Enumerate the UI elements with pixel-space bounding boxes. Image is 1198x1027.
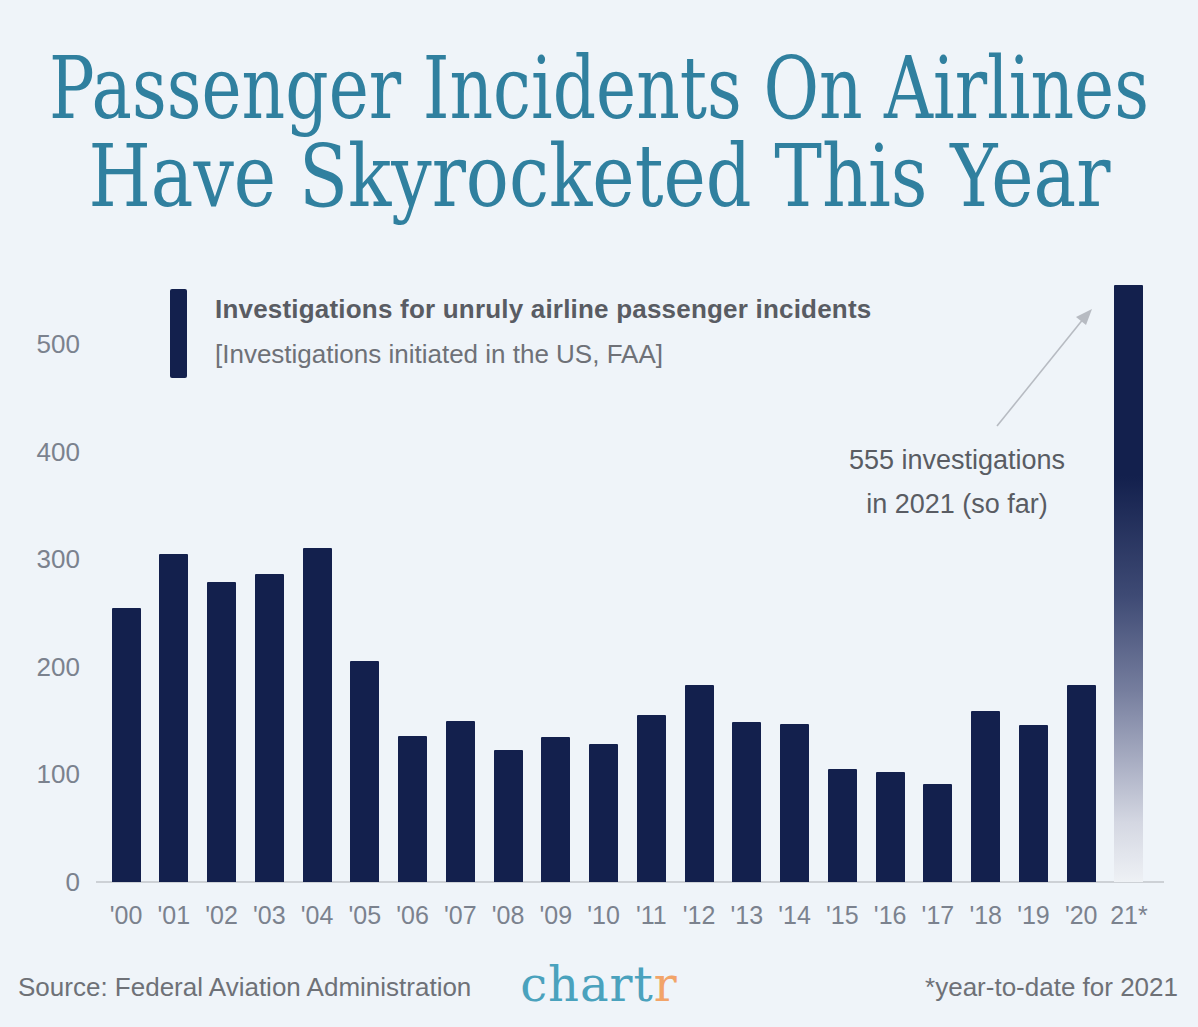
y-axis-label: 300: [10, 543, 80, 575]
footnote: *year-to-date for 2021: [925, 972, 1178, 1003]
bar-15: [828, 769, 857, 882]
chart-title: Passenger Incidents On Airlines Have Sky…: [0, 44, 1198, 220]
bar-12: [685, 685, 714, 882]
annotation-line-1: 555 investigations: [807, 438, 1107, 482]
y-axis-label: 0: [10, 866, 80, 898]
bar-08: [494, 750, 523, 882]
bar-18: [971, 711, 1000, 882]
bar-13: [732, 722, 761, 882]
bar-11: [637, 715, 666, 882]
bar-03: [255, 574, 284, 882]
arrow-icon: [985, 296, 1105, 436]
y-axis-label: 100: [10, 758, 80, 790]
title-line-2: Have Skyrocketed This Year: [88, 132, 1110, 220]
bar-17: [923, 784, 952, 882]
bar-05: [350, 661, 379, 882]
bar-21*: [1114, 285, 1143, 882]
x-axis-label: 21*: [1099, 901, 1159, 930]
logo-chart: chart: [520, 956, 654, 1012]
legend-swatch: [170, 289, 187, 378]
bar-09: [541, 737, 570, 882]
legend: Investigations for unruly airline passen…: [170, 289, 871, 378]
bar-00: [112, 608, 141, 882]
logo-r: r: [654, 956, 678, 1012]
annotation: 555 investigations in 2021 (so far): [807, 438, 1107, 526]
bar-01: [159, 554, 188, 882]
annotation-line-2: in 2021 (so far): [807, 482, 1107, 526]
bar-04: [303, 548, 332, 882]
bar-06: [398, 736, 427, 882]
bar-19: [1019, 725, 1048, 882]
legend-sublabel: [Investigations initiated in the US, FAA…: [215, 339, 871, 370]
bar-16: [876, 772, 905, 882]
y-axis-label: 400: [10, 436, 80, 468]
legend-label: Investigations for unruly airline passen…: [215, 294, 871, 325]
bar-07: [446, 721, 475, 882]
bar-02: [207, 582, 236, 882]
y-axis-label: 500: [10, 328, 80, 360]
title-line-1: Passenger Incidents On Airlines: [49, 44, 1149, 132]
bar-10: [589, 744, 618, 882]
infographic: Passenger Incidents On Airlines Have Sky…: [0, 0, 1198, 1027]
bar-20: [1067, 685, 1096, 882]
bar-14: [780, 724, 809, 882]
y-axis-label: 200: [10, 651, 80, 683]
